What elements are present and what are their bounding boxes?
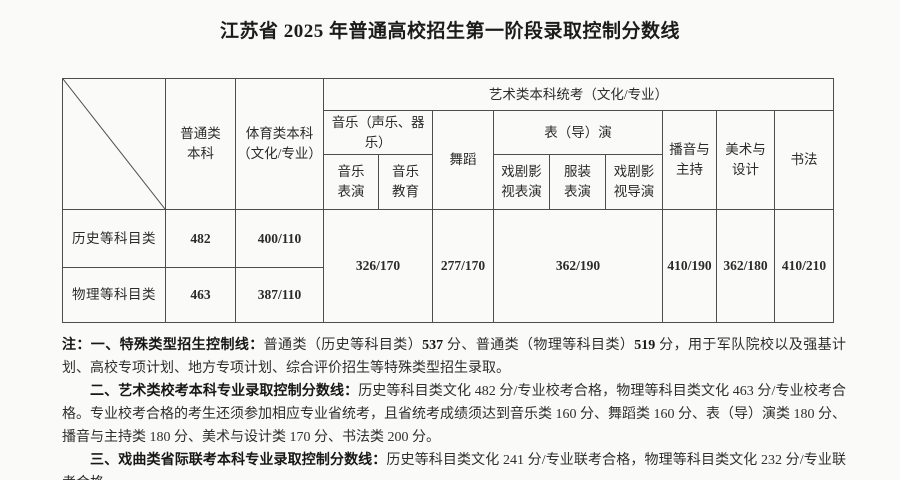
header-music-group: 音乐（声乐、器乐） — [323, 110, 433, 155]
header-calligraphy: 书法 — [773, 110, 835, 210]
cell-history-regular: 482 — [165, 209, 236, 268]
note-2-text: 历史等科目类文化 482 分/专业校考合格，物理等科目类文化 463 分/专业校… — [62, 384, 846, 445]
header-sports: 体育类本科 （文化/专业） — [235, 78, 324, 210]
cell-art-design: 362/180 — [716, 209, 775, 323]
header-music-performance: 音乐 表演 — [323, 154, 379, 210]
header-acting-group: 表（导）演 — [493, 110, 663, 155]
data-row-physics: 物理等科目类 463 387/110 — [62, 267, 834, 323]
cell-dance: 277/170 — [432, 209, 494, 323]
cell-physics-sports: 387/110 — [235, 267, 324, 323]
data-row-history: 历史等科目类 482 400/110 326/170 277/170 362/1… — [62, 209, 835, 323]
scores-table: 普通类 本科 体育类本科 （文化/专业） 艺术类本科统考（文化/专业） 音乐（声… — [62, 78, 835, 323]
header-art-group: 艺术类本科统考（文化/专业） — [322, 78, 835, 111]
note-3-label: 三、戏曲类省际联考本科专业录取控制分数线： — [90, 453, 387, 468]
cell-acting: 362/190 — [493, 209, 663, 323]
row-label-history: 历史等科目类 — [62, 209, 166, 268]
note-3: 三、戏曲类省际联考本科专业录取控制分数线：历史等科目类文化 241 分/专业联考… — [62, 449, 846, 480]
diagonal-line — [63, 79, 165, 209]
header-drama-film-directing: 戏剧影 视导演 — [605, 154, 663, 210]
cell-history-sports: 400/110 — [235, 209, 324, 268]
corner-cell — [62, 78, 166, 210]
note-2: 二、艺术类校考本科专业录取控制分数线：历史等科目类文化 482 分/专业校考合格… — [62, 380, 846, 449]
header-row-1: 普通类 本科 体育类本科 （文化/专业） 艺术类本科统考（文化/专业） — [62, 78, 835, 210]
note-1-text-c: 分，用于军队院校以及强基计划、高校专项计划、地方专项计划、综合评价招生等特殊类型… — [62, 338, 847, 376]
note-1: 注：一、特殊类型招生控制线：普通类（历史等科目类）537 分、普通类（物理等科目… — [62, 334, 846, 380]
page-title: 江苏省 2025 年普通高校招生第一阶段录取控制分数线 — [219, 21, 680, 42]
note-1-score-history: 537 — [422, 338, 444, 353]
notes-section: 注：一、特殊类型招生控制线：普通类（历史等科目类）537 分、普通类（物理等科目… — [62, 334, 846, 480]
cell-music: 326/170 — [323, 209, 433, 323]
header-regular: 普通类 本科 — [165, 78, 236, 210]
header-dance: 舞蹈 — [432, 110, 494, 210]
row-label-physics: 物理等科目类 — [62, 267, 166, 323]
note-1-score-physics: 519 — [634, 338, 656, 353]
note-2-label: 二、艺术类校考本科专业录取控制分数线： — [90, 384, 359, 399]
note-1-text-a: 普通类（历史等科目类） — [263, 338, 423, 353]
header-row-2: 音乐（声乐、器乐） 舞蹈 表（导）演 播音与 主持 美术与 设计 书法 — [63, 110, 835, 210]
header-music-education: 音乐 教育 — [378, 154, 433, 210]
cell-physics-regular: 463 — [165, 267, 236, 323]
header-art-design: 美术与 设计 — [716, 110, 775, 210]
header-fashion-performance: 服装 表演 — [549, 154, 606, 210]
note-1-label: 注：一、特殊类型招生控制线： — [62, 338, 264, 353]
header-drama-film-performance: 戏剧影 视表演 — [493, 154, 550, 210]
cell-broadcast-hosting: 410/190 — [662, 209, 717, 323]
note-3-text: 历史等科目类文化 241 分/专业联考合格，物理等科目类文化 232 分/专业联… — [62, 453, 846, 480]
cell-calligraphy: 410/210 — [773, 209, 835, 323]
header-row-3: 音乐 表演 音乐 教育 戏剧影 视表演 服装 表演 戏剧影 视导演 — [63, 154, 834, 210]
note-1-text-b: 分、普通类（物理等科目类） — [443, 338, 635, 353]
header-broadcast-hosting: 播音与 主持 — [662, 110, 717, 210]
